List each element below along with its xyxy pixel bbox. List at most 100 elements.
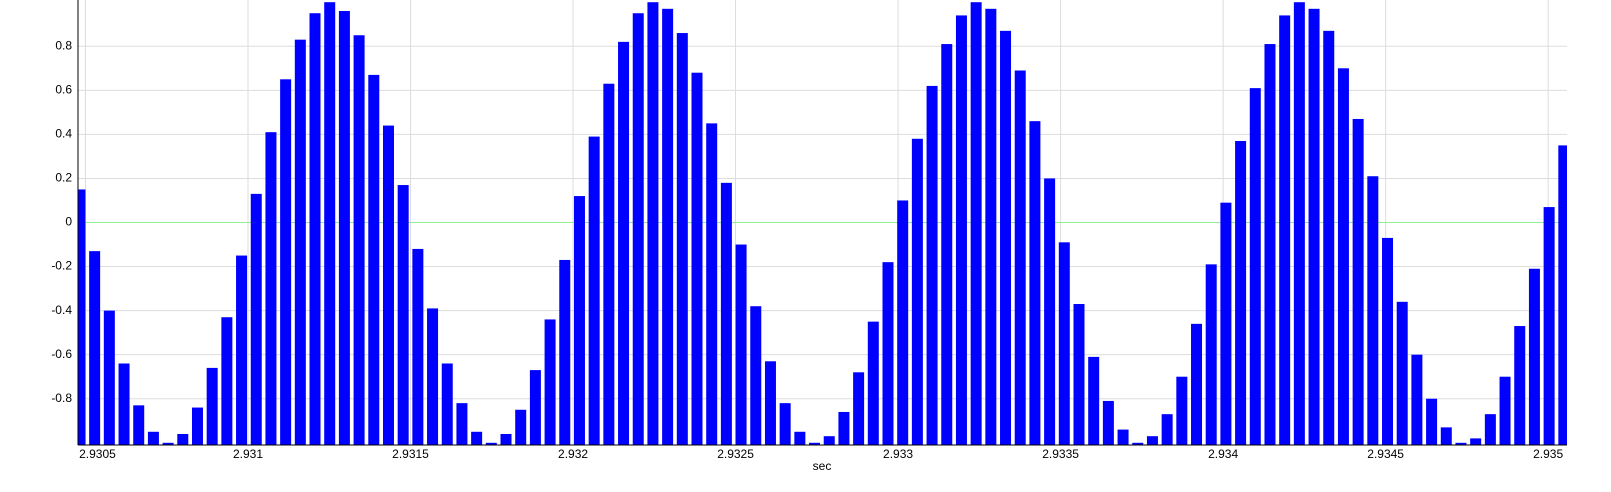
bar [1279,15,1291,446]
bar [1455,442,1467,445]
bar [1396,301,1408,445]
bar [809,442,821,445]
bar [89,251,101,445]
bar [515,409,527,445]
y-tick-label: -0.4 [51,303,72,317]
y-tick-label: 0.6 [55,82,72,96]
bar [147,431,159,445]
bar [1000,30,1012,445]
bar [1029,121,1041,446]
x-axis-label: sec [813,459,832,473]
bar [1220,202,1232,445]
bar [1528,268,1540,445]
bar [1426,398,1438,445]
bar [353,35,365,445]
bar [1470,438,1482,445]
x-tick-label: 2.935 [1533,447,1563,461]
bar [1382,237,1394,445]
x-tick-label: 2.9315 [392,447,429,461]
bar [265,132,277,445]
bar [1337,68,1349,445]
bar [573,196,585,445]
bar [1558,145,1567,445]
x-tick-label: 2.932 [558,447,588,461]
bar [706,123,718,445]
x-tick-label: 2.9325 [717,447,754,461]
bar [955,15,967,446]
bar [250,193,262,445]
x-tick-label: 2.9305 [79,447,116,461]
bar [1367,176,1379,446]
bar [1352,118,1364,446]
bar [1014,70,1026,445]
bar [1543,207,1555,445]
bar [750,306,762,445]
bar [191,407,203,445]
bar [647,2,659,445]
bar [897,200,909,445]
bar [1044,178,1056,445]
x-tick-label: 2.9345 [1367,447,1404,461]
bar [118,363,130,445]
y-tick-label: -0.6 [51,347,72,361]
bar [1161,414,1173,445]
bar [1484,414,1496,445]
bar [676,33,688,445]
bar [1264,44,1276,445]
bar [720,182,732,445]
x-tick-label: 2.931 [233,447,263,461]
bar [338,11,350,445]
bar [382,125,394,445]
bar [1293,2,1305,445]
bar [970,2,982,445]
bar [1323,30,1335,445]
bar [1132,442,1144,445]
bar [867,321,879,445]
bar [397,185,409,445]
bar [691,72,703,445]
bar [236,255,248,445]
bar [206,367,218,445]
bar [1205,264,1217,445]
y-tick-label: 0.4 [55,127,72,141]
bar [1308,8,1320,445]
bar [1191,323,1203,445]
bar [941,44,953,445]
y-tick-label: 0 [65,215,72,229]
y-tick-label: 0.2 [55,171,72,185]
bar [1235,140,1247,445]
bar [1117,429,1129,445]
bar [456,403,468,445]
bar [882,262,894,445]
bar [412,248,424,445]
bar [427,308,439,445]
y-tick-label: 0.8 [55,38,72,52]
bar [838,411,850,445]
y-tick-label: -0.8 [51,391,72,405]
y-tick-label: -0.2 [51,259,72,273]
bar [324,2,336,445]
bar [1102,400,1114,445]
bar [1058,242,1070,445]
bar [162,442,174,445]
bar [911,138,923,446]
bar [926,85,938,446]
x-tick-label: 2.934 [1208,447,1238,461]
bar [103,310,115,445]
bar [471,431,483,445]
bar [1499,376,1511,445]
bar [133,405,145,445]
bar [544,319,556,445]
bar [309,13,321,445]
bar [632,13,644,445]
bar [177,433,189,445]
bar [78,189,86,445]
bar [1249,88,1261,446]
bar [529,370,541,445]
bar [764,361,776,445]
x-tick-label: 2.933 [883,447,913,461]
bar [280,79,292,445]
x-tick-label: 2.9335 [1042,447,1079,461]
bar [1440,427,1452,445]
